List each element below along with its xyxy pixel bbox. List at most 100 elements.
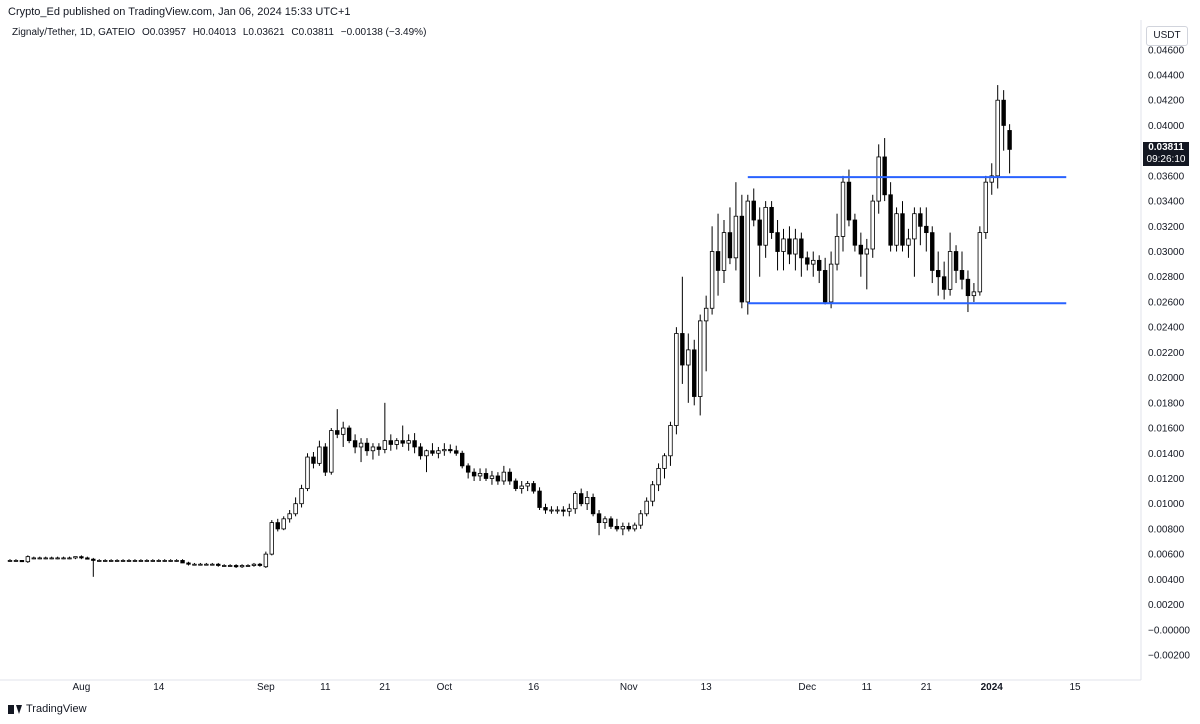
- candle-body: [787, 238, 792, 255]
- candle: [745, 194, 750, 315]
- candle: [257, 562, 263, 567]
- candle-body: [590, 496, 596, 515]
- candle: [376, 443, 382, 456]
- y-tick-label: 0.02400: [1148, 323, 1185, 334]
- last-price-tag: 0.03811 09:26:10: [1143, 142, 1189, 166]
- candle: [120, 559, 126, 562]
- candle-body: [305, 456, 310, 489]
- candle-body: [269, 522, 274, 555]
- x-tick-label: 21: [921, 682, 933, 693]
- candle-body: [906, 238, 911, 246]
- price-axis[interactable]: 0.046000.044000.042000.040000.038000.036…: [1148, 45, 1190, 661]
- candle: [864, 238, 869, 290]
- candle-body: [840, 181, 846, 237]
- candle: [299, 484, 304, 508]
- candle: [727, 207, 733, 265]
- range-rectangle[interactable]: [747, 176, 1067, 305]
- candle-body: [567, 508, 572, 512]
- candle: [323, 443, 328, 476]
- candle-body: [49, 557, 54, 560]
- candle-body: [900, 213, 905, 246]
- candle-body: [656, 467, 661, 486]
- candle: [489, 470, 495, 485]
- candle-body: [549, 509, 554, 512]
- candle-body: [114, 560, 120, 562]
- candle-body: [221, 565, 227, 567]
- candle-body: [924, 225, 929, 234]
- y-tick-label: 0.01000: [1148, 499, 1185, 510]
- candle: [61, 556, 66, 560]
- tradingview-logo[interactable]: TradingView: [8, 703, 87, 715]
- candle: [7, 559, 13, 562]
- candle-body: [555, 509, 560, 512]
- candle-body: [930, 232, 935, 271]
- candle: [287, 510, 292, 523]
- candle-body: [156, 560, 161, 562]
- candle: [198, 562, 203, 566]
- candle-body: [1001, 99, 1006, 126]
- candle-body: [739, 215, 745, 303]
- x-tick-label: Sep: [257, 682, 275, 693]
- candle: [144, 559, 150, 562]
- time-axis[interactable]: Aug 14 Sep 11 21 Oct 16 Nov 13 Dec 11 21 2024 15: [73, 682, 1082, 693]
- x-tick-label: 11: [862, 682, 873, 693]
- candle-body: [192, 563, 197, 566]
- candle: [632, 522, 637, 532]
- candle: [828, 251, 834, 309]
- candle: [817, 255, 822, 284]
- candle-body: [828, 263, 834, 303]
- tradingview-brand: TradingView: [26, 703, 87, 715]
- candle-body: [233, 565, 239, 568]
- candle-body: [769, 206, 774, 234]
- candle-body: [912, 213, 917, 240]
- legend-symbol[interactable]: Zignaly/Tether, 1D, GATEIO: [12, 27, 136, 38]
- candle: [126, 559, 132, 562]
- y-tick-label: 0.04400: [1148, 71, 1185, 82]
- candle: [983, 175, 988, 239]
- candle-body: [430, 450, 435, 454]
- last-price: 0.03811: [1148, 142, 1184, 153]
- candle: [549, 506, 554, 514]
- candle-body: [888, 194, 893, 246]
- candle: [561, 506, 566, 517]
- candle: [876, 144, 881, 214]
- y-tick-label: 0.02800: [1148, 272, 1185, 283]
- candle: [775, 220, 780, 271]
- candle: [132, 559, 138, 562]
- currency-badge[interactable]: USDT: [1146, 26, 1188, 46]
- candle-body: [43, 557, 48, 560]
- y-tick-label: 0.04600: [1148, 45, 1185, 56]
- candle-body: [454, 450, 459, 454]
- publisher-line: Crypto_Ed published on TradingView.com, …: [8, 6, 351, 18]
- candle-body: [745, 200, 750, 303]
- candle: [525, 481, 530, 492]
- candle: [519, 481, 524, 494]
- candle-body: [662, 455, 667, 469]
- x-tick-label: 2024: [981, 682, 1004, 693]
- candle: [543, 503, 548, 514]
- candle: [894, 207, 899, 252]
- candle-body: [103, 560, 108, 562]
- candle-body: [1007, 130, 1012, 150]
- y-tick-label: 0.01600: [1148, 424, 1185, 435]
- candle-body: [602, 518, 608, 524]
- candle-body: [210, 563, 215, 566]
- candle: [394, 438, 399, 450]
- candle: [614, 518, 620, 532]
- tradingview-logo-icon: [8, 704, 22, 714]
- candle-body: [251, 563, 257, 566]
- candle-body: [858, 244, 864, 255]
- candle: [91, 557, 96, 577]
- candle: [703, 295, 709, 372]
- candle-body: [85, 557, 90, 560]
- candle: [418, 443, 423, 460]
- candle-body: [721, 232, 727, 271]
- candle: [513, 478, 518, 492]
- x-tick-label: Aug: [73, 682, 91, 693]
- candle-body: [257, 563, 263, 566]
- candle: [947, 232, 953, 296]
- candle: [233, 564, 239, 568]
- candle: [358, 438, 364, 463]
- candle: [668, 421, 673, 466]
